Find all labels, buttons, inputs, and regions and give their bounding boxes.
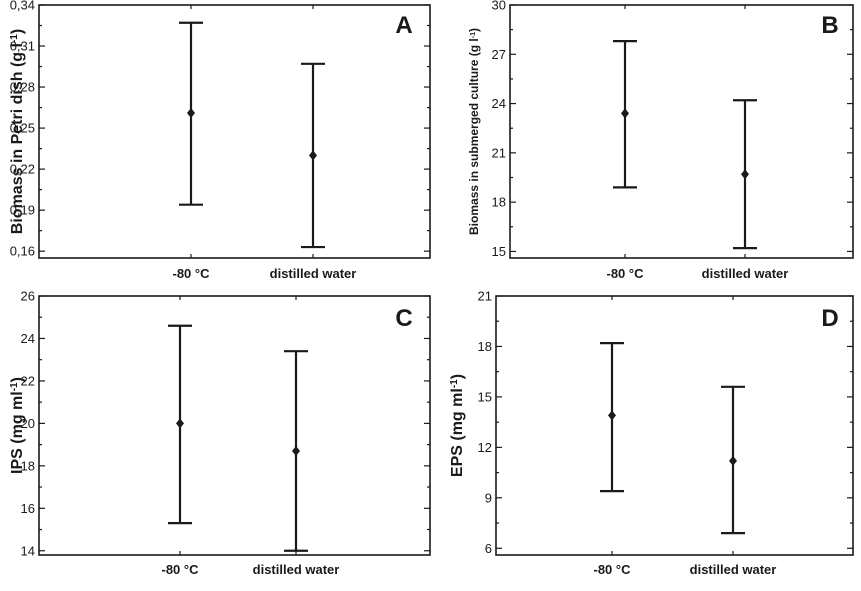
error-bar-distilled-water [733, 99, 757, 250]
y-tick-label: 0,16 [10, 244, 35, 259]
mean-point [729, 455, 737, 466]
panel-letter: C [395, 305, 412, 332]
y-tick-label: 16 [21, 501, 35, 516]
x-category-label: distilled water [702, 266, 789, 281]
y-tick-label: 26 [21, 289, 35, 304]
error-bar-minus80 [168, 324, 192, 525]
mean-point [292, 445, 300, 456]
y-tick-label: 0,22 [10, 162, 35, 177]
mean-point [741, 169, 749, 180]
x-category-label: distilled water [690, 562, 777, 577]
panel-letter: A [395, 12, 412, 39]
y-tick-label: 27 [492, 47, 506, 62]
y-tick-label: 0,25 [10, 121, 35, 136]
y-tick-label: 21 [492, 145, 506, 160]
plot-frame [495, 295, 854, 556]
plot-frame [509, 4, 854, 259]
y-tick-label: 14 [21, 543, 35, 558]
y-tick-label: 24 [492, 96, 506, 111]
y-tick-label: 20 [21, 416, 35, 431]
y-axis-label: IPS (mg ml-1) [9, 377, 27, 474]
error-bar-minus80 [600, 341, 624, 493]
panel-letter: D [821, 305, 838, 332]
y-tick-label: 22 [21, 373, 35, 388]
x-category-label: -80 °C [607, 266, 645, 281]
y-tick-label: 24 [21, 331, 35, 346]
panel-d: 6 9 12 15 18 21 -80 °C distilled water EPS (mg m… [449, 289, 854, 577]
x-category-label: -80 °C [173, 266, 211, 281]
y-tick-label: 18 [21, 458, 35, 473]
y-tick-label: 12 [478, 440, 492, 455]
y-tick-label: 18 [492, 195, 506, 210]
y-tick-label: 0,34 [10, 0, 35, 13]
y-tick-label: 9 [485, 490, 492, 505]
y-tick-label: 21 [478, 289, 492, 304]
panel-a: 0,16 0,19 0,22 0,25 0,28 0,31 0,34 -80 °C distil… [9, 0, 431, 281]
x-category-label: -80 °C [162, 562, 200, 577]
y-axis-label: Biomass in submerged culture (g l-1) [467, 28, 481, 235]
error-bar-minus80 [179, 21, 203, 206]
y-tick-label: 0,19 [10, 203, 35, 218]
error-bar-distilled-water [721, 385, 745, 535]
error-bar-minus80 [613, 40, 637, 189]
plot-frame [38, 295, 431, 556]
plot-frame [38, 4, 431, 259]
mean-point [176, 418, 184, 429]
mean-point [309, 150, 317, 161]
y-axis-label: EPS (mg ml-1) [449, 374, 467, 477]
y-tick-label: 30 [492, 0, 506, 13]
mean-point [608, 410, 616, 421]
y-tick-label: 0,31 [10, 39, 35, 54]
y-axis-label: Biomass in Petri dish (g l-1) [9, 29, 27, 234]
panel-letter: B [821, 12, 838, 39]
error-bar-distilled-water [301, 62, 325, 249]
x-category-label: distilled water [270, 266, 357, 281]
y-tick-label: 18 [478, 339, 492, 354]
error-bar-distilled-water [284, 350, 308, 552]
panel-c: 14 16 18 20 22 24 26 -80 °C distilled water IPS (… [9, 289, 431, 577]
y-tick-label: 6 [485, 541, 492, 556]
x-category-label: distilled water [253, 562, 340, 577]
y-tick-label: 15 [478, 389, 492, 404]
panel-b: 15 18 21 24 27 30 -80 °C distilled water Biomass… [467, 0, 854, 281]
y-tick-label: 0,28 [10, 80, 35, 95]
mean-point [187, 108, 195, 119]
y-tick-label: 15 [492, 244, 506, 259]
x-category-label: -80 °C [594, 562, 632, 577]
mean-point [621, 108, 629, 119]
